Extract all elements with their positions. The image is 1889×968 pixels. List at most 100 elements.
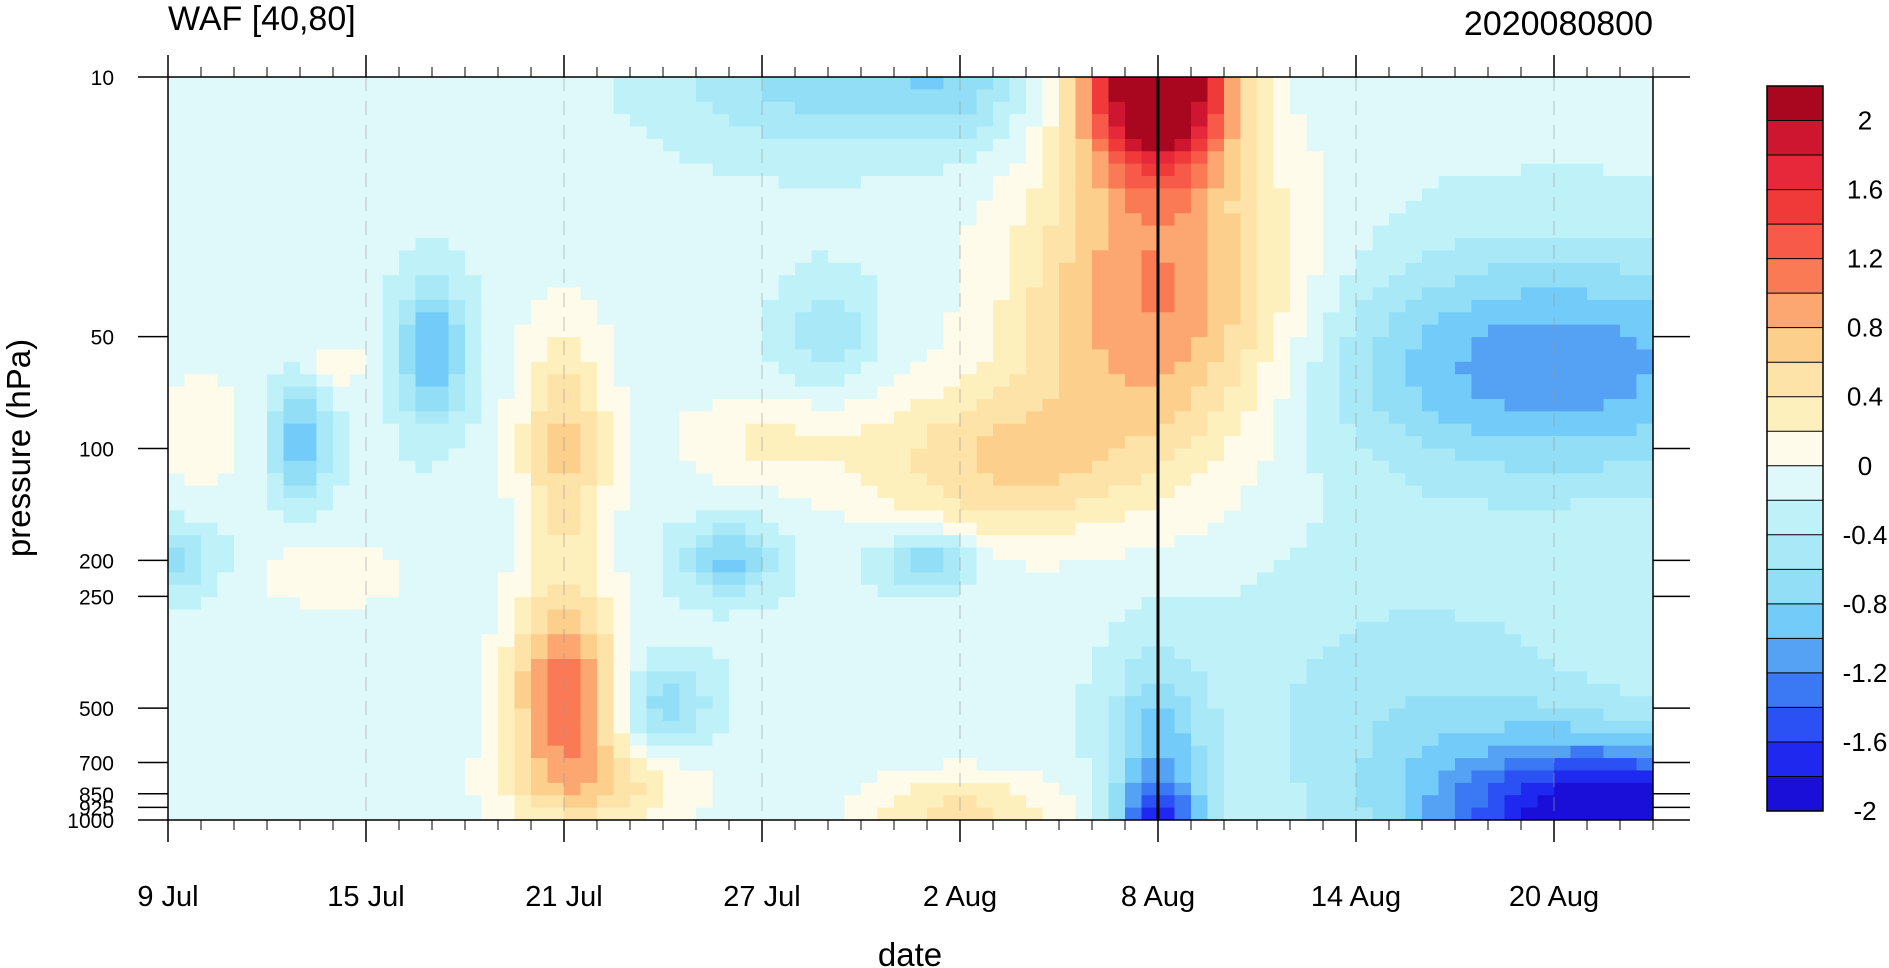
field-cell bbox=[1488, 671, 1506, 685]
field-cell bbox=[1174, 188, 1192, 202]
field-cell bbox=[547, 634, 565, 648]
field-cell bbox=[481, 671, 499, 685]
field-cell bbox=[630, 287, 648, 301]
field-cell bbox=[976, 337, 994, 351]
field-cell bbox=[1059, 609, 1077, 623]
field-cell bbox=[844, 572, 862, 586]
field-cell bbox=[267, 473, 285, 487]
field-cell bbox=[498, 337, 516, 351]
field-cell bbox=[1290, 609, 1308, 623]
field-cell bbox=[745, 436, 763, 450]
field-cell bbox=[597, 200, 615, 214]
field-cell bbox=[1059, 782, 1077, 796]
field-cell bbox=[1059, 138, 1077, 152]
field-cell bbox=[877, 510, 895, 524]
field-cell bbox=[1240, 609, 1258, 623]
field-cell bbox=[795, 473, 813, 487]
field-cell bbox=[1389, 683, 1407, 697]
field-cell bbox=[943, 237, 961, 251]
field-cell bbox=[184, 287, 202, 301]
field-cell bbox=[300, 176, 318, 190]
field-cell bbox=[184, 498, 202, 512]
field-cell bbox=[564, 275, 582, 289]
field-cell bbox=[1455, 287, 1473, 301]
field-cell bbox=[745, 597, 763, 611]
field-cell bbox=[1009, 572, 1027, 586]
field-cell bbox=[993, 634, 1011, 648]
field-cell bbox=[1273, 436, 1291, 450]
field-cell bbox=[1009, 299, 1027, 313]
field-cell bbox=[1323, 485, 1341, 499]
field-cell bbox=[943, 683, 961, 697]
field-cell bbox=[1372, 782, 1390, 796]
field-cell bbox=[1438, 262, 1456, 276]
field-cell bbox=[1323, 572, 1341, 586]
field-cell bbox=[910, 485, 928, 499]
field-cell bbox=[415, 324, 433, 338]
field-cell bbox=[1405, 584, 1423, 598]
field-cell bbox=[630, 683, 648, 697]
field-cell bbox=[1323, 436, 1341, 450]
field-cell bbox=[960, 114, 978, 128]
field-cell bbox=[1389, 423, 1407, 437]
field-cell bbox=[514, 225, 532, 239]
field-cell bbox=[514, 275, 532, 289]
field-cell bbox=[415, 473, 433, 487]
field-cell bbox=[1224, 151, 1242, 165]
field-cell bbox=[679, 485, 697, 499]
field-cell bbox=[663, 770, 681, 784]
field-cell bbox=[1389, 597, 1407, 611]
field-cell bbox=[1042, 398, 1060, 412]
field-cell bbox=[1471, 349, 1489, 363]
field-cell bbox=[1240, 287, 1258, 301]
field-cell bbox=[1108, 126, 1126, 140]
field-cell bbox=[283, 758, 301, 772]
field-cell bbox=[630, 89, 648, 103]
field-cell bbox=[1141, 758, 1159, 772]
field-cell bbox=[795, 312, 813, 326]
field-cell bbox=[283, 510, 301, 524]
field-cell bbox=[960, 485, 978, 499]
field-cell bbox=[382, 275, 400, 289]
field-cell bbox=[1075, 498, 1093, 512]
field-cell bbox=[1389, 510, 1407, 524]
field-cell bbox=[498, 126, 516, 140]
field-cell bbox=[382, 758, 400, 772]
field-cell bbox=[1075, 126, 1093, 140]
field-cell bbox=[960, 671, 978, 685]
field-cell bbox=[1273, 349, 1291, 363]
field-cell bbox=[201, 163, 219, 177]
field-cell bbox=[729, 646, 747, 660]
field-cell bbox=[217, 423, 235, 437]
field-cell bbox=[1240, 782, 1258, 796]
field-cell bbox=[729, 101, 747, 115]
field-cell bbox=[943, 621, 961, 635]
field-cell bbox=[1257, 795, 1275, 809]
field-cell bbox=[514, 473, 532, 487]
field-cell bbox=[531, 114, 549, 128]
field-cell bbox=[267, 659, 285, 672]
field-cell bbox=[844, 337, 862, 351]
field-cell bbox=[481, 498, 499, 512]
field-cell bbox=[1092, 138, 1110, 152]
field-cell bbox=[1075, 708, 1093, 722]
field-cell bbox=[877, 572, 895, 586]
field-cell bbox=[415, 101, 433, 115]
field-cell bbox=[927, 485, 945, 499]
field-cell bbox=[1389, 782, 1407, 796]
field-cell bbox=[201, 733, 219, 747]
field-cell bbox=[663, 77, 681, 90]
field-cell bbox=[201, 597, 219, 611]
field-cell bbox=[250, 547, 268, 561]
field-cell bbox=[1158, 101, 1176, 115]
field-cell bbox=[448, 522, 466, 536]
field-cell bbox=[366, 361, 384, 375]
field-cell bbox=[630, 745, 648, 759]
field-cell bbox=[283, 114, 301, 128]
field-cell bbox=[1224, 720, 1242, 734]
field-cell bbox=[1290, 782, 1308, 796]
field-cell bbox=[399, 547, 417, 561]
field-cell bbox=[1488, 646, 1506, 660]
field-cell bbox=[580, 460, 598, 474]
field-cell bbox=[448, 312, 466, 326]
